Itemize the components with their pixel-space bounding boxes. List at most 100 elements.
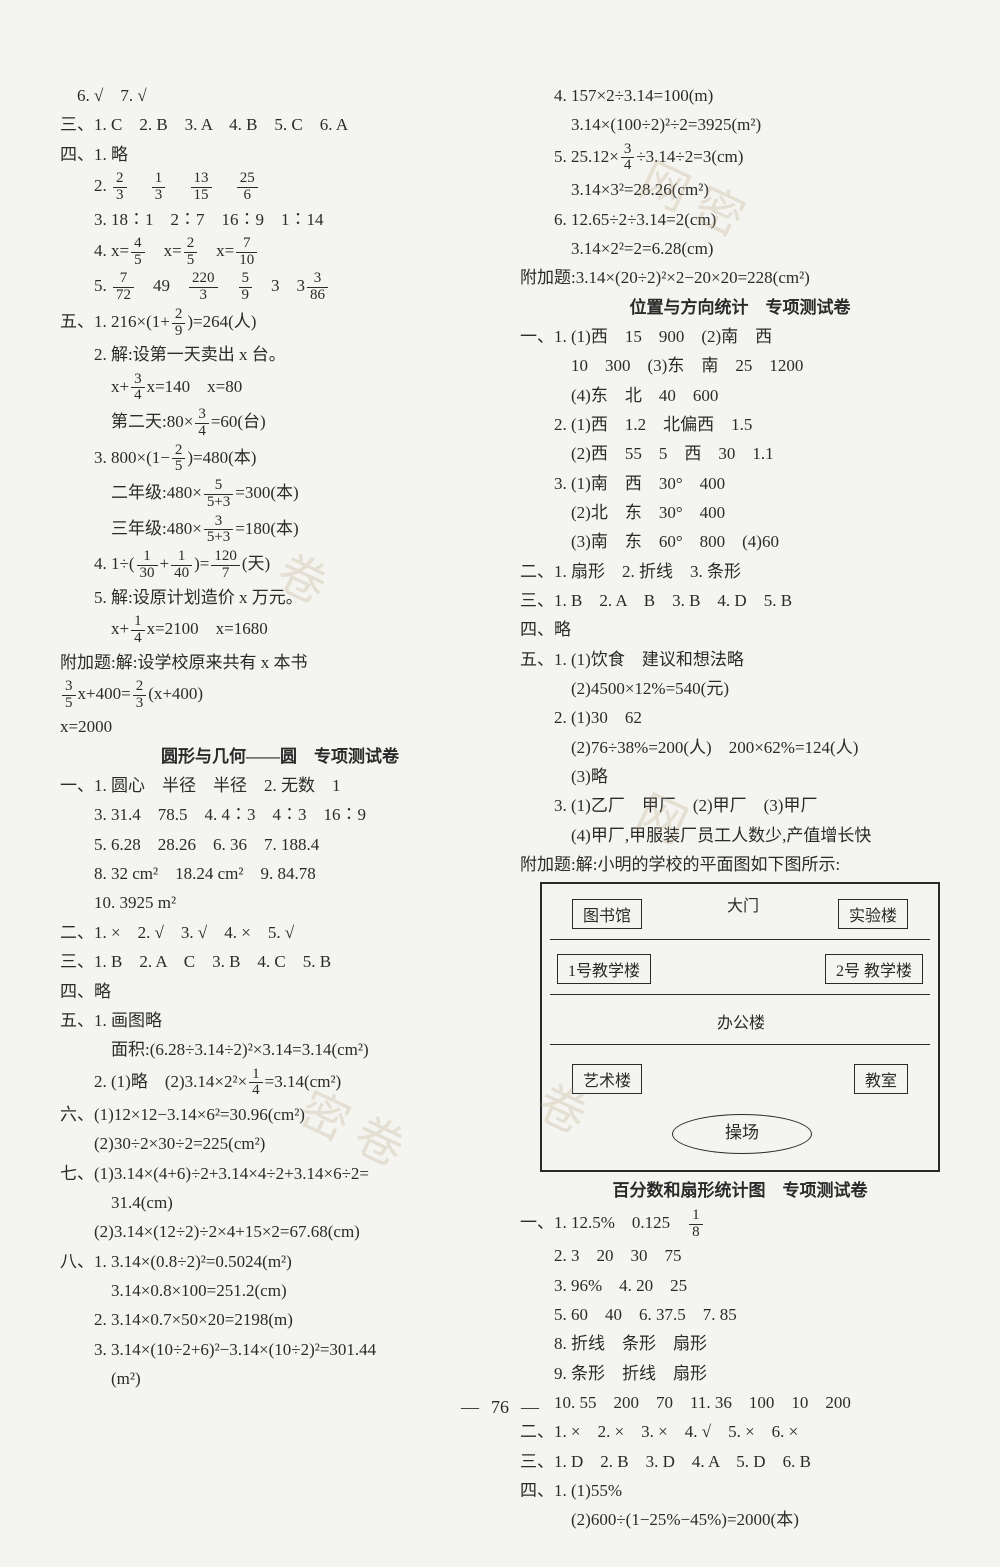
text-line: 2. 解:设第一天卖出 x 台。 <box>60 342 500 368</box>
fraction: 14 <box>249 1067 263 1100</box>
right-column: 4. 157×2÷3.14=100(m) 3.14×(100÷2)²÷2=392… <box>510 80 970 1537</box>
text-line: 3.14×3²=28.26(cm²) <box>520 177 960 203</box>
fraction: 23 <box>113 171 127 204</box>
fraction: 25 <box>172 443 186 476</box>
text-line: 三、1. C 2. B 3. A 4. B 5. C 6. A <box>60 112 500 138</box>
section-title: 位置与方向统计 专项测试卷 <box>520 295 960 321</box>
text-line: 10. 3925 m² <box>60 890 500 916</box>
fraction: 140 <box>171 549 192 582</box>
text-line: 2. (1)略 (2)3.14×2²×14=3.14(cm²) <box>60 1067 500 1100</box>
fraction: 13 <box>152 171 166 204</box>
text-line: 3.14×(100÷2)²÷2=3925(m²) <box>520 112 960 138</box>
fraction: 35+3 <box>204 514 233 547</box>
text-line: 4. 1÷(130+140)=1207(天) <box>60 549 500 582</box>
left-column: 6. √ 7. √ 三、1. C 2. B 3. A 4. B 5. C 6. … <box>50 80 510 1537</box>
text-line: 3. 800×(1−25)=480(本) <box>60 443 500 476</box>
fraction: 34 <box>195 407 209 440</box>
diagram-box-bldg1: 1号教学楼 <box>557 954 651 984</box>
fraction: 1315 <box>191 171 212 204</box>
fraction: 59 <box>239 271 253 304</box>
fraction: 710 <box>236 236 257 269</box>
text-line: 2. 23 13 1315 256 <box>60 171 500 204</box>
text-line: 3. 3.14×(10÷2+6)²−3.14×(10÷2)²=301.44 <box>60 1337 500 1363</box>
text-line: (2)4500×12%=540(元) <box>520 676 960 702</box>
text-line: 三、1. B 2. A B 3. B 4. D 5. B <box>520 588 960 614</box>
dash-icon: — <box>521 1397 539 1417</box>
text-line: 6. 12.65÷2÷3.14=2(cm) <box>520 207 960 233</box>
text-line: 5. 解:设原计划造价 x 万元。 <box>60 585 500 611</box>
text-line: 七、(1)3.14×(4+6)÷2+3.14×4÷2+3.14×6÷2= <box>60 1161 500 1187</box>
text-line: 四、1. 略 <box>60 142 500 168</box>
text-line: 三年级:480×35+3=180(本) <box>60 514 500 547</box>
text-line: (3)南 东 60° 800 (4)60 <box>520 529 960 555</box>
text-line: 8. 折线 条形 扇形 <box>520 1331 960 1357</box>
text-line: 5. 60 40 6. 37.5 7. 85 <box>520 1302 960 1328</box>
text-line: 一、1. 12.5% 0.125 18 <box>520 1208 960 1241</box>
text-line: 二、1. 扇形 2. 折线 3. 条形 <box>520 559 960 585</box>
text-line: (3)略 <box>520 764 960 790</box>
text-line: 附加题:解:小明的学校的平面图如下图所示: <box>520 852 960 878</box>
text-line: 三、1. B 2. A C 3. B 4. C 5. B <box>60 949 500 975</box>
fraction: 34 <box>131 372 145 405</box>
text-line: 一、1. (1)西 15 900 (2)南 西 <box>520 324 960 350</box>
text-line: 3.14×0.8×100=251.2(cm) <box>60 1278 500 1304</box>
text-line: 10 300 (3)东 南 25 1200 <box>520 353 960 379</box>
page-number-value: 76 <box>491 1397 509 1417</box>
text-line: 二、1. × 2. √ 3. √ 4. × 5. √ <box>60 920 500 946</box>
text-line: 五、1. 216×(1+29)=264(人) <box>60 307 500 340</box>
text-line: 五、1. (1)饮食 建议和想法略 <box>520 647 960 673</box>
section-title: 圆形与几何——圆 专项测试卷 <box>60 744 500 770</box>
text-line: (4)东 北 40 600 <box>520 383 960 409</box>
text-line: (4)甲厂,甲服装厂员工人数少,产值增长快 <box>520 823 960 849</box>
text-line: 四、略 <box>60 979 500 1005</box>
text-line: 5. 772 49 2203 59 3 3386 <box>60 271 500 304</box>
diagram-divider <box>550 939 930 940</box>
section-title: 百分数和扇形统计图 专项测试卷 <box>520 1178 960 1204</box>
text-line: 35x+400=23(x+400) <box>60 679 500 712</box>
fraction: 23 <box>133 679 147 712</box>
text-line: (2)30÷2×30÷2=225(cm²) <box>60 1131 500 1157</box>
fraction: 1207 <box>211 549 240 582</box>
text-line: 5. 25.12×34÷3.14÷2=3(cm) <box>520 142 960 175</box>
text-line: 3. (1)南 西 30° 400 <box>520 471 960 497</box>
fraction: 29 <box>172 307 186 340</box>
diagram-divider <box>550 994 930 995</box>
text-line: (m²) <box>60 1366 500 1392</box>
text-line: 2. 3 20 30 75 <box>520 1243 960 1269</box>
text-line: 2. (1)30 62 <box>520 705 960 731</box>
text-line: 4. 157×2÷3.14=100(m) <box>520 83 960 109</box>
text-line: 五、1. 画图略 <box>60 1008 500 1034</box>
diagram-ellipse-playground: 操场 <box>672 1114 812 1154</box>
text-line: (2)600÷(1−25%−45%)=2000(本) <box>520 1507 960 1533</box>
text-line: 三、1. D 2. B 3. D 4. A 5. D 6. B <box>520 1449 960 1475</box>
text-line: 3. 31.4 78.5 4. 4∶3 4∶3 16∶9 <box>60 802 500 828</box>
t: 2. <box>60 176 111 195</box>
fraction: 386 <box>307 271 328 304</box>
school-map-diagram: 图书馆 大门 实验楼 1号教学楼 2号 教学楼 办公楼 艺术楼 教室 操场 <box>540 882 940 1172</box>
fraction: 772 <box>113 271 134 304</box>
fraction: 14 <box>131 614 145 647</box>
text-line: (2)北 东 30° 400 <box>520 500 960 526</box>
text-line: 八、1. 3.14×(0.8÷2)²=0.5024(m²) <box>60 1249 500 1275</box>
diagram-divider <box>550 1044 930 1045</box>
text-line: 2. 3.14×0.7×50×20=2198(m) <box>60 1307 500 1333</box>
diagram-text-gate: 大门 <box>727 892 759 916</box>
text-line: 4. x=45 x=25 x=710 <box>60 236 500 269</box>
text-line: 四、1. (1)55% <box>520 1478 960 1504</box>
text-line: 四、略 <box>520 617 960 643</box>
text-line: 面积:(6.28÷3.14÷2)²×3.14=3.14(cm²) <box>60 1037 500 1063</box>
text-line: 8. 32 cm² 18.24 cm² 9. 84.78 <box>60 861 500 887</box>
diagram-box-library: 图书馆 <box>572 899 642 929</box>
diagram-box-lab: 实验楼 <box>838 899 908 929</box>
diagram-box-bldg2: 2号 教学楼 <box>825 954 923 984</box>
text-line: 二、1. × 2. × 3. × 4. √ 5. × 6. × <box>520 1419 960 1445</box>
diagram-text-office: 办公楼 <box>717 1009 765 1033</box>
text-line: 3. (1)乙厂 甲厂 (2)甲厂 (3)甲厂 <box>520 793 960 819</box>
dash-icon: — <box>461 1397 479 1417</box>
text-line: 二年级:480×55+3=300(本) <box>60 478 500 511</box>
text-line: 31.4(cm) <box>60 1190 500 1216</box>
fraction: 18 <box>689 1208 703 1241</box>
text-line: 3. 18∶1 2∶7 16∶9 1∶14 <box>60 207 500 233</box>
fraction: 2203 <box>189 271 218 304</box>
text-line: 一、1. 圆心 半径 半径 2. 无数 1 <box>60 773 500 799</box>
